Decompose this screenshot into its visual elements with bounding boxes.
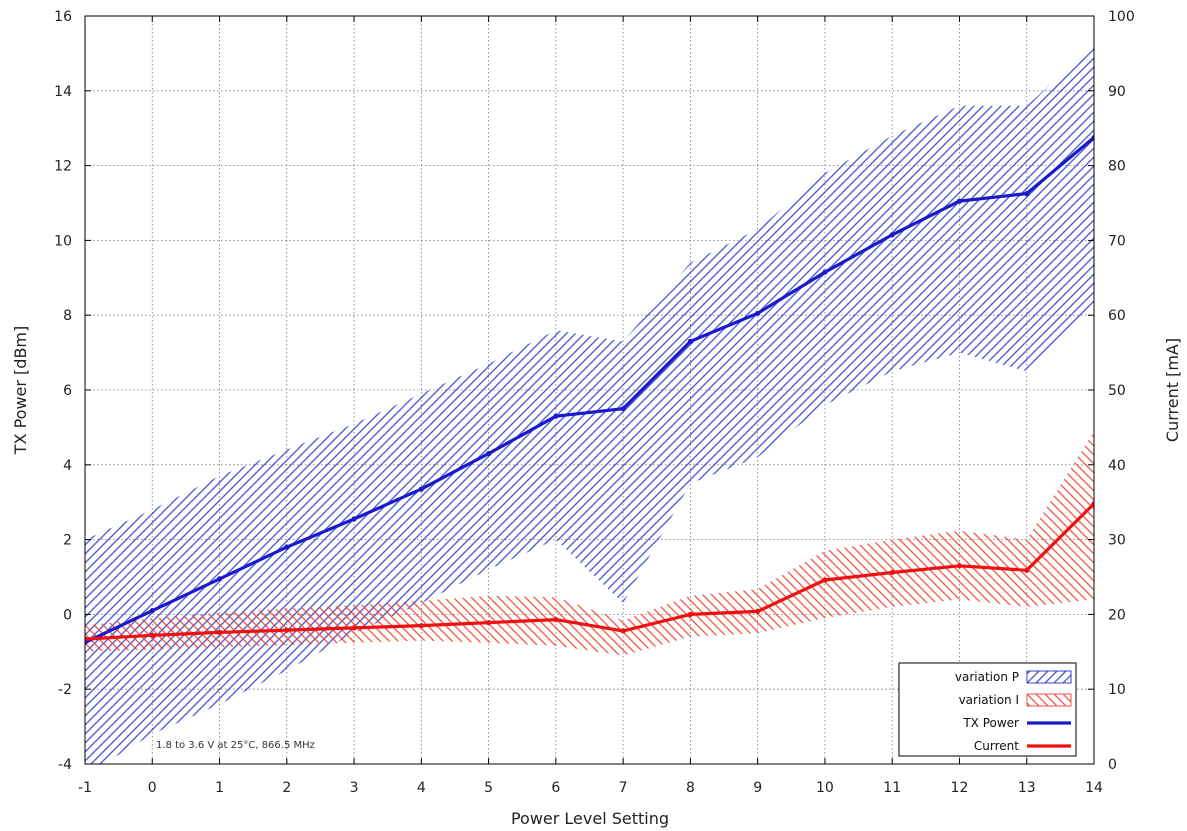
series-line-tx-power bbox=[85, 136, 1094, 644]
y-left-tick-label: 0 bbox=[63, 607, 72, 623]
point-tx-power bbox=[620, 406, 626, 412]
legend-label-variation-i: variation I bbox=[959, 693, 1019, 707]
legend: variation P variation I TX Power Current bbox=[898, 662, 1077, 757]
y-right-tick-label: 70 bbox=[1108, 233, 1126, 249]
point-tx-power bbox=[351, 516, 357, 522]
point-current bbox=[284, 627, 290, 633]
x-tick-label: 3 bbox=[350, 780, 359, 796]
point-tx-power bbox=[216, 576, 223, 582]
y-right-tick-label: 30 bbox=[1108, 533, 1126, 549]
point-current bbox=[149, 632, 155, 638]
variation-bands bbox=[85, 45, 1094, 764]
x-tick-label: 6 bbox=[551, 780, 560, 796]
y-left-tick-label: 12 bbox=[54, 159, 72, 175]
y-right-tick-label: 40 bbox=[1108, 458, 1126, 474]
y-right-tick-label: 60 bbox=[1108, 308, 1126, 324]
band-variation-i bbox=[85, 431, 1094, 656]
point-current bbox=[418, 623, 424, 629]
y-left-tick-label: -2 bbox=[58, 682, 72, 698]
point-current bbox=[1091, 501, 1094, 507]
point-current bbox=[620, 628, 626, 634]
point-tx-power bbox=[418, 486, 424, 492]
y-right-tick-label: 90 bbox=[1108, 84, 1126, 100]
y-right-tick-label: 80 bbox=[1108, 159, 1126, 175]
point-tx-power bbox=[1024, 191, 1030, 197]
point-tx-power bbox=[687, 338, 694, 344]
y-left-tick-label: 6 bbox=[63, 383, 72, 399]
point-tx-power bbox=[889, 232, 895, 238]
series-line-current bbox=[85, 502, 1094, 641]
y-left-tick-label: 10 bbox=[54, 233, 72, 249]
point-tx-power bbox=[956, 198, 963, 204]
y-left-tick-label: -4 bbox=[58, 757, 72, 773]
point-current bbox=[553, 617, 559, 623]
point-tx-power bbox=[486, 450, 492, 457]
condition-note: 1.8 to 3.6 V at 25°C, 866.5 MHz bbox=[156, 740, 315, 751]
ticks: -1 0 1 2 3 4 5 6 7 8 9 10 11 12 13 14-4-202468101214160… bbox=[54, 9, 1135, 796]
point-current bbox=[351, 625, 357, 631]
y-right-tick-label: 0 bbox=[1108, 757, 1117, 773]
y-right-tick-label: 50 bbox=[1108, 383, 1126, 399]
x-tick-label: 11 bbox=[883, 780, 901, 796]
point-tx-power bbox=[149, 608, 155, 614]
x-tick-label: 9 bbox=[753, 780, 762, 796]
x-tick-label: 12 bbox=[951, 780, 969, 796]
y-right-tick-label: 20 bbox=[1108, 607, 1126, 623]
x-tick-label: 4 bbox=[417, 780, 426, 796]
legend-label-variation-p: variation P bbox=[955, 670, 1019, 684]
point-current bbox=[85, 636, 88, 642]
point-tx-power bbox=[553, 413, 559, 419]
point-tx-power bbox=[822, 269, 828, 275]
x-tick-label: -1 bbox=[78, 780, 92, 796]
y-axis-right-title: Current [mA] bbox=[1163, 338, 1182, 442]
point-tx-power bbox=[755, 310, 761, 316]
x-tick-label: 1 bbox=[215, 780, 224, 796]
y-right-tick-label: 10 bbox=[1108, 682, 1126, 698]
point-current bbox=[486, 620, 492, 626]
legend-swatch-variation-p bbox=[1026, 670, 1072, 684]
y-left-tick-label: 8 bbox=[63, 308, 72, 324]
y-left-tick-label: 2 bbox=[63, 533, 72, 549]
point-current bbox=[687, 611, 694, 618]
x-tick-label: 14 bbox=[1085, 780, 1103, 796]
x-tick-label: 7 bbox=[619, 780, 628, 796]
band-variation-p bbox=[85, 45, 1094, 764]
legend-label-tx-power: TX Power bbox=[962, 716, 1019, 730]
point-current bbox=[822, 577, 828, 583]
x-tick-label: 8 bbox=[686, 780, 695, 796]
x-tick-label: 5 bbox=[484, 780, 493, 796]
legend-swatch-variation-i bbox=[1026, 693, 1072, 707]
y-left-tick-label: 4 bbox=[63, 458, 72, 474]
x-axis-title: Power Level Setting bbox=[511, 809, 669, 828]
point-tx-power bbox=[1091, 134, 1094, 141]
point-current bbox=[755, 608, 761, 615]
point-current bbox=[1024, 567, 1030, 573]
point-current bbox=[889, 569, 895, 576]
x-tick-label: 10 bbox=[816, 780, 834, 796]
y-left-tick-label: 14 bbox=[54, 84, 72, 100]
point-current bbox=[216, 629, 223, 635]
legend-label-current: Current bbox=[974, 739, 1019, 753]
y-right-tick-label: 100 bbox=[1108, 9, 1135, 25]
x-tick-label: 2 bbox=[282, 780, 291, 796]
point-tx-power bbox=[284, 544, 290, 550]
x-tick-label: 0 bbox=[148, 780, 157, 796]
y-axis-left-title: TX Power [dBm] bbox=[11, 326, 30, 455]
point-current bbox=[956, 563, 963, 569]
y-left-tick-label: 16 bbox=[54, 9, 72, 25]
series-lines bbox=[85, 134, 1094, 646]
x-tick-label: 13 bbox=[1018, 780, 1036, 796]
